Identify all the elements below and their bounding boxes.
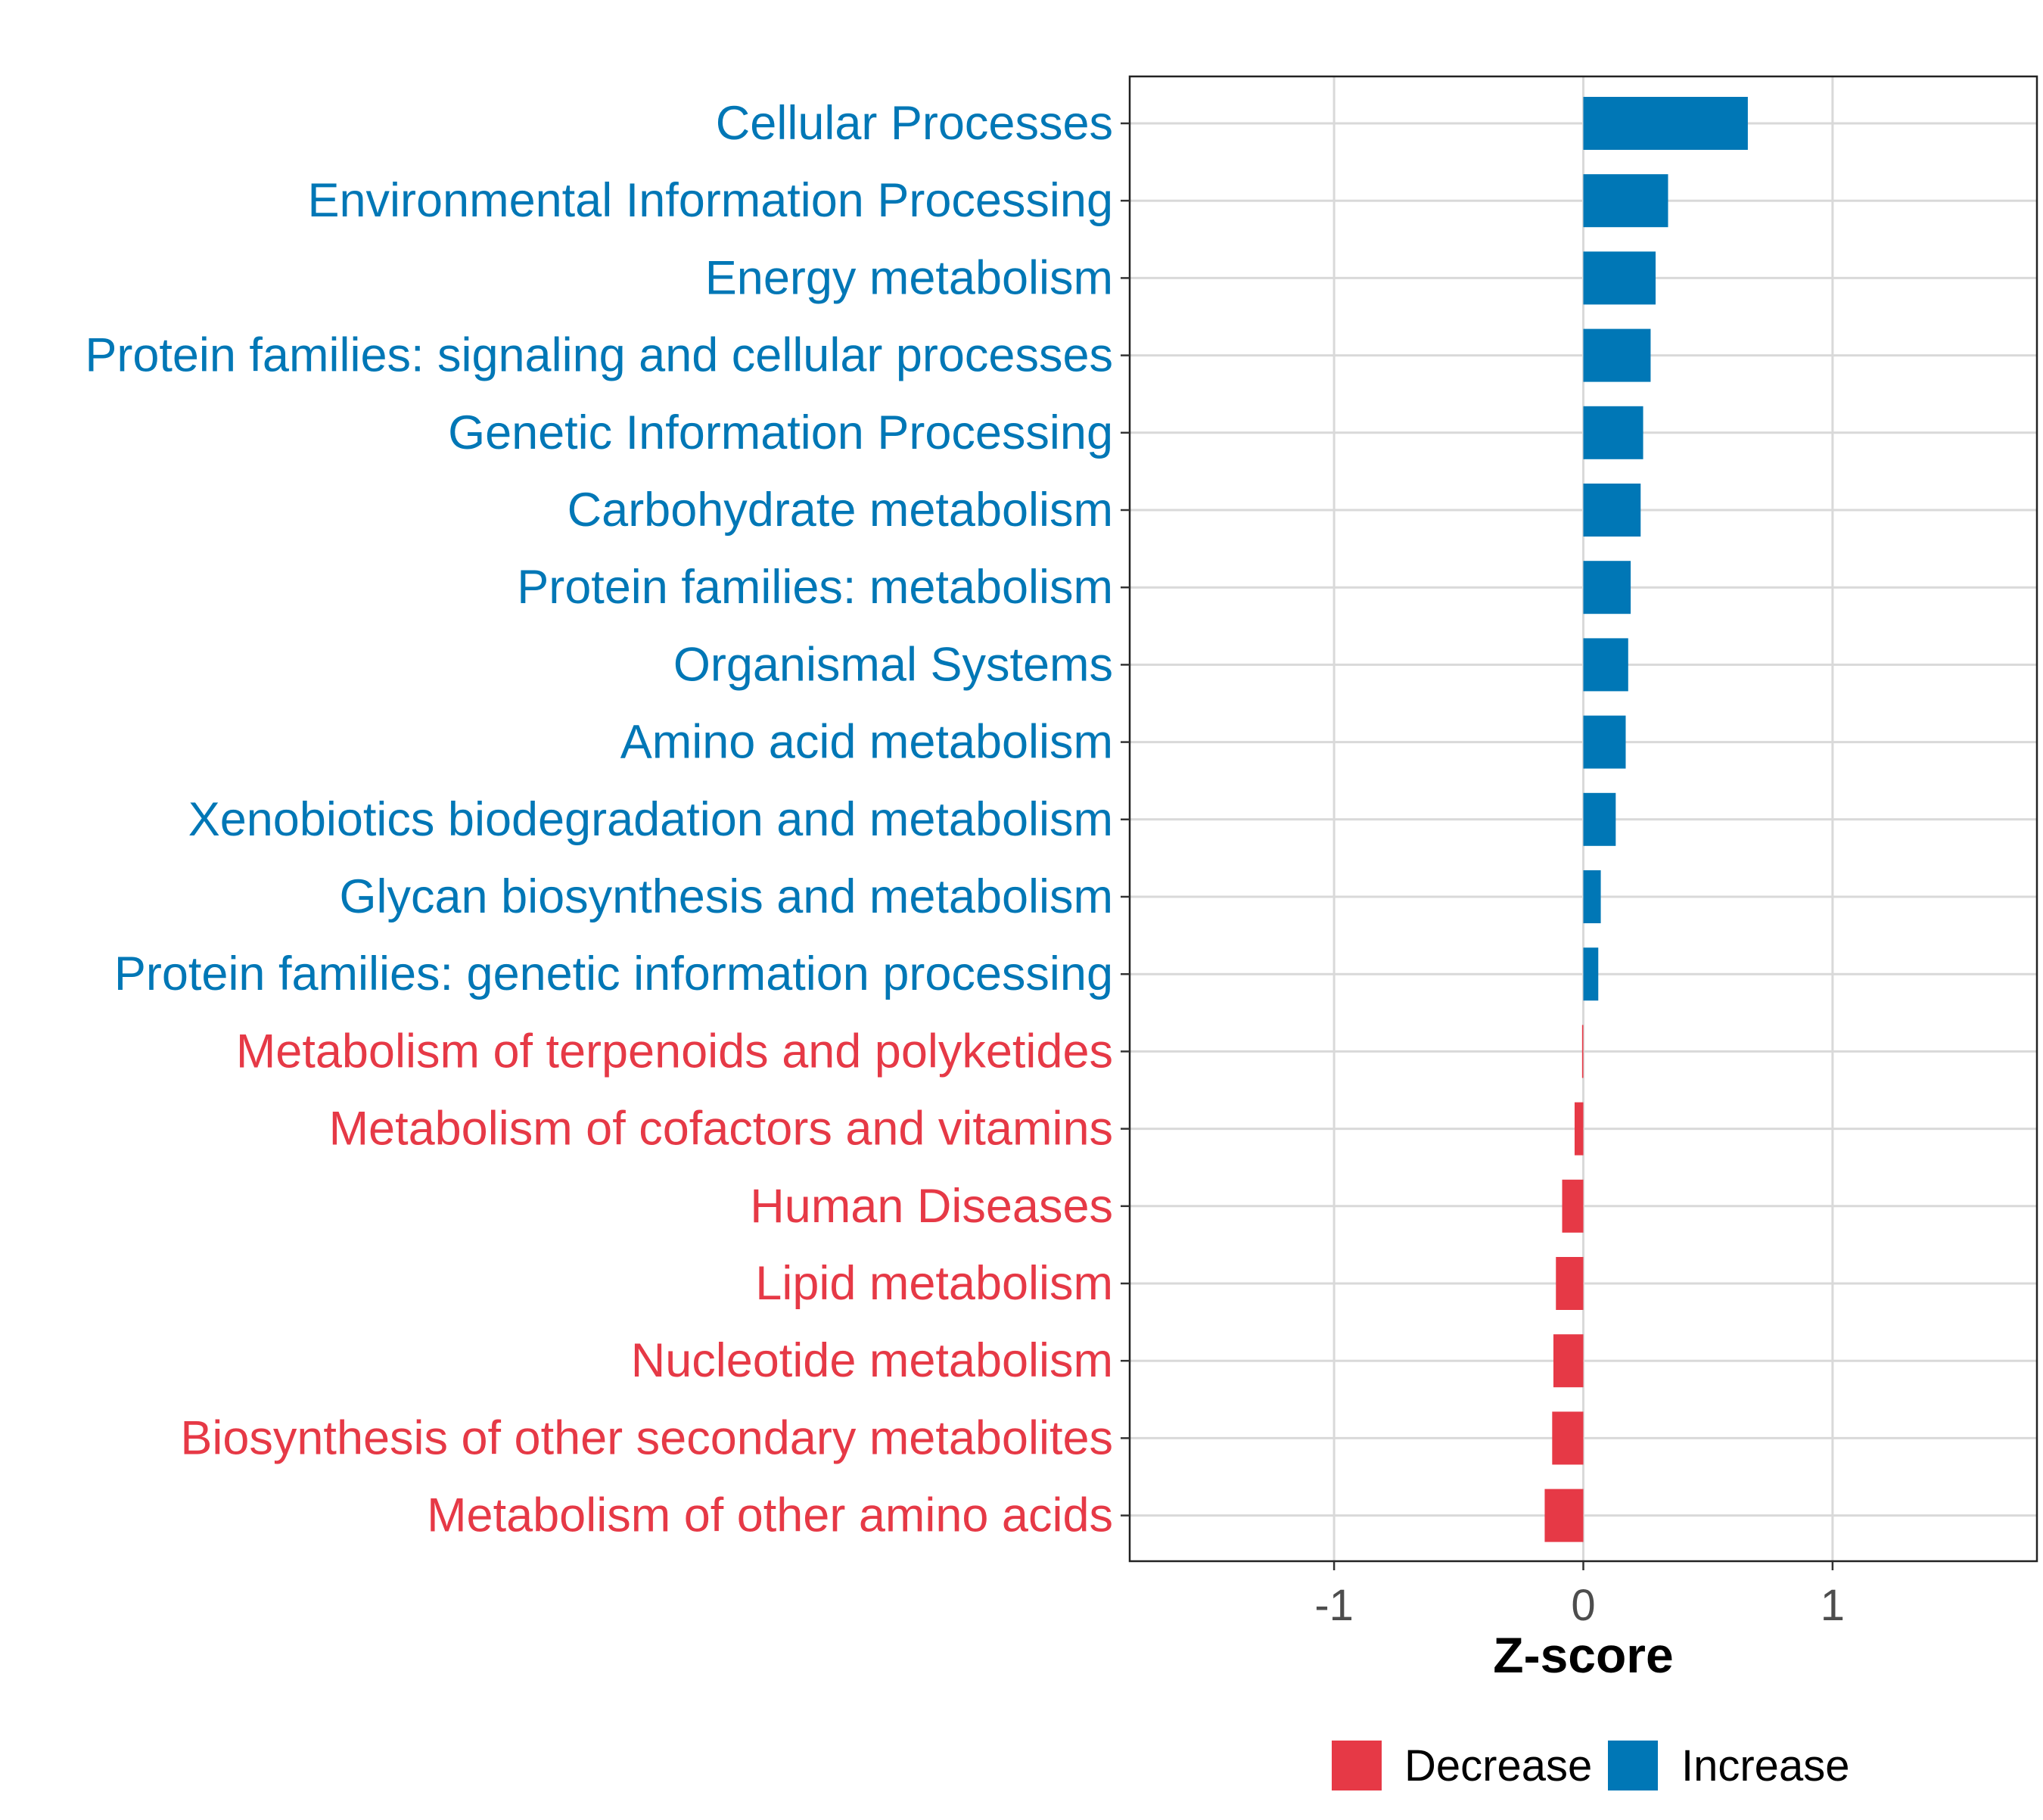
bar-8 <box>1583 638 1628 692</box>
bar-17 <box>1553 1334 1584 1388</box>
bar-9 <box>1583 715 1626 769</box>
bar-7 <box>1583 561 1631 614</box>
bar-6 <box>1583 484 1641 537</box>
y-tick-label-13: Metabolism of terpenoids and polyketides <box>236 1025 1113 1078</box>
x-tick-label-1: 0 <box>1571 1581 1595 1630</box>
bar-12 <box>1583 947 1599 1001</box>
bar-15 <box>1562 1179 1584 1233</box>
legend-label-increase: Increase <box>1681 1741 1849 1790</box>
bar-3 <box>1583 251 1656 305</box>
bar-14 <box>1574 1102 1584 1156</box>
bar-5 <box>1583 406 1643 459</box>
y-tick-label-10: Xenobiotics biodegradation and metabolis… <box>188 793 1113 846</box>
y-tick-label-16: Lipid metabolism <box>755 1257 1113 1310</box>
y-tick-label-5: Genetic Information Processing <box>448 406 1113 459</box>
x-tick-label-2: 1 <box>1821 1581 1845 1630</box>
y-tick-label-4: Protein families: signaling and cellular… <box>85 329 1113 382</box>
legend-swatch-increase <box>1608 1741 1658 1790</box>
y-tick-label-9: Amino acid metabolism <box>620 716 1113 769</box>
x-tick-label-0: -1 <box>1314 1581 1354 1630</box>
y-tick-label-3: Energy metabolism <box>705 251 1113 304</box>
bar-16 <box>1556 1257 1584 1310</box>
legend-label-decrease: Decrease <box>1404 1741 1592 1790</box>
y-tick-label-15: Human Diseases <box>750 1180 1113 1233</box>
bar-19 <box>1544 1489 1584 1542</box>
bar-2 <box>1583 174 1668 228</box>
y-tick-label-1: Cellular Processes <box>716 97 1113 150</box>
y-tick-label-2: Environmental Information Processing <box>307 174 1113 227</box>
y-tick-label-18: Biosynthesis of other secondary metaboli… <box>180 1411 1113 1464</box>
bar-13 <box>1581 1025 1584 1078</box>
y-tick-label-11: Glycan biosynthesis and metabolism <box>340 870 1114 923</box>
legend-swatch-decrease <box>1332 1741 1382 1790</box>
y-tick-label-19: Metabolism of other amino acids <box>427 1489 1113 1542</box>
bar-1 <box>1583 97 1748 150</box>
y-tick-label-8: Organismal Systems <box>673 638 1113 691</box>
y-tick-label-6: Carbohydrate metabolism <box>568 484 1113 537</box>
bar-4 <box>1583 328 1651 382</box>
y-tick-label-12: Protein families: genetic information pr… <box>114 947 1113 1000</box>
bar-11 <box>1583 870 1601 923</box>
y-tick-label-14: Metabolism of cofactors and vitamins <box>329 1103 1113 1156</box>
y-tick-label-7: Protein families: metabolism <box>517 561 1113 614</box>
x-axis-title: Z-score <box>1493 1627 1673 1683</box>
bar-18 <box>1552 1411 1584 1465</box>
bar-10 <box>1583 792 1616 846</box>
y-tick-label-17: Nucleotide metabolism <box>631 1334 1113 1387</box>
